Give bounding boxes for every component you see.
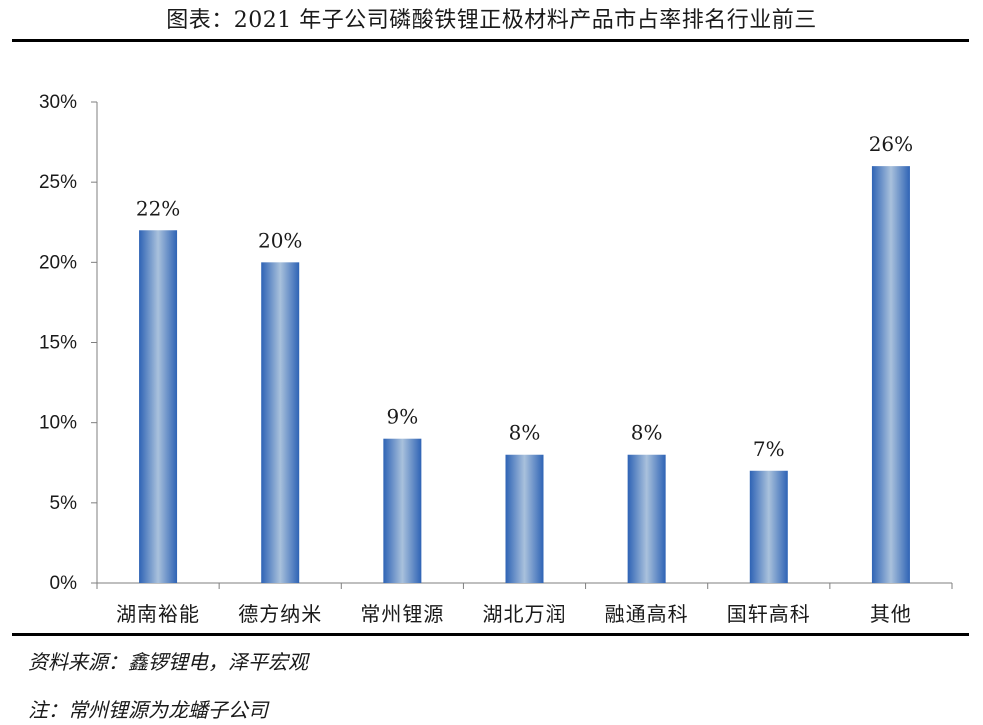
bar [139, 230, 178, 583]
source-note: 资料来源：鑫锣锂电，泽平宏观 [28, 650, 308, 674]
bar [749, 470, 788, 583]
x-tick-label: 湖北万润 [483, 602, 567, 626]
x-tick-label: 常州锂源 [360, 602, 444, 626]
y-tick-label: 30% [39, 92, 77, 113]
bar-chart: 0% 5% 10% 15% 20% 25% 30% 湖南裕能 德方纳米 常州锂源 湖北万润 融通高科… [39, 92, 953, 626]
bar [627, 454, 666, 583]
bars [139, 166, 910, 583]
y-tick-label: 15% [39, 333, 77, 354]
y-tick-label: 20% [39, 252, 77, 273]
x-tick-label: 其他 [870, 602, 912, 626]
y-tick-label: 25% [39, 172, 77, 193]
data-label: 20% [258, 228, 302, 252]
data-label: 26% [869, 132, 913, 156]
data-label: 8% [631, 421, 663, 445]
footnote: 注：常州锂源为龙蟠子公司 [28, 698, 268, 722]
x-tick-label: 融通高科 [605, 602, 689, 626]
y-axis: 0% 5% 10% 15% 20% 25% 30% [39, 92, 98, 594]
y-tick-label: 10% [39, 413, 77, 434]
data-label: 22% [136, 196, 180, 220]
x-tick-label: 德方纳米 [238, 602, 322, 626]
bar [383, 438, 422, 583]
data-labels: 22% 20% 9% 8% 8% 7% 26% [136, 132, 913, 461]
x-tick-label: 湖南裕能 [116, 602, 200, 626]
x-tick-label: 国轩高科 [727, 602, 811, 626]
data-label: 9% [386, 405, 418, 429]
y-tick-label: 0% [50, 573, 78, 594]
bar [505, 454, 544, 583]
data-label: 7% [753, 437, 785, 461]
title-rule [12, 39, 969, 42]
footer-rule [12, 633, 969, 636]
y-tick-label: 5% [50, 493, 78, 514]
x-axis: 湖南裕能 德方纳米 常州锂源 湖北万润 融通高科 国轩高科 其他 [96, 582, 953, 626]
bar [871, 166, 910, 583]
chart-title: 图表：2021 年子公司磷酸铁锂正极材料产品市占率排名行业前三 [166, 8, 817, 33]
bar [261, 262, 300, 583]
data-label: 8% [509, 421, 541, 445]
